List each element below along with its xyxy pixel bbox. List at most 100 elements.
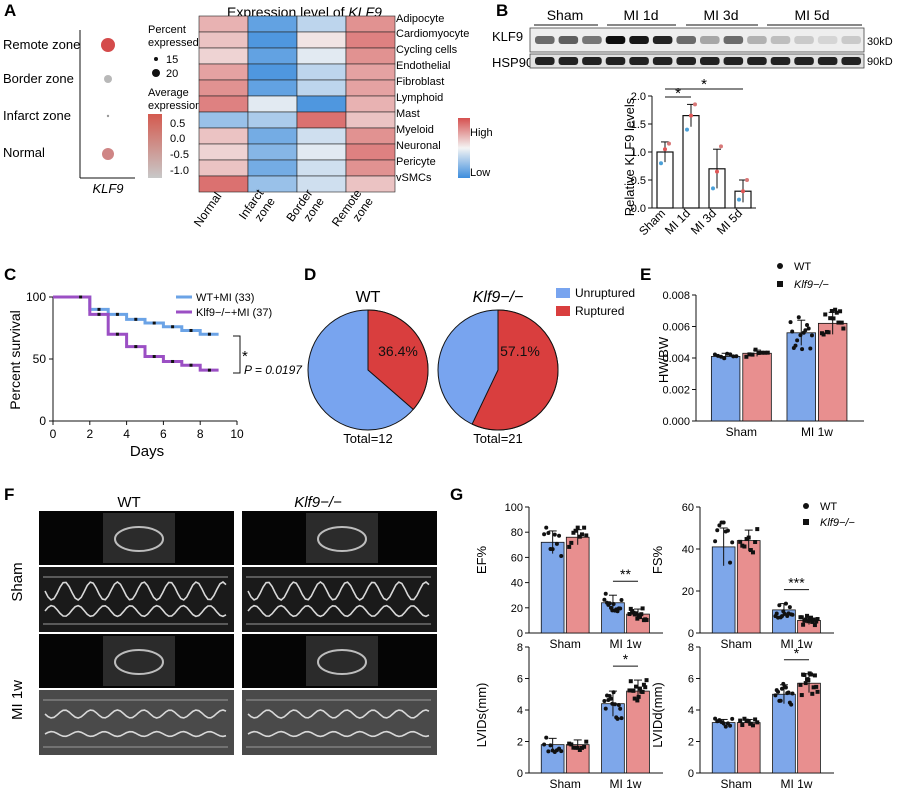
dot-remote-zone xyxy=(101,38,115,52)
bar-ko xyxy=(565,536,590,634)
blot-band-hsp90 xyxy=(605,57,626,65)
g-ylabel-fs: FS% xyxy=(650,545,665,574)
point-ko xyxy=(815,689,820,694)
point-wt xyxy=(618,606,623,611)
heat-legend-bar xyxy=(458,118,470,178)
point-wt xyxy=(731,354,736,359)
avg-tick-0: 0.5 xyxy=(170,118,185,130)
point-ko xyxy=(634,684,639,689)
pie-pct-ko: 57.1% xyxy=(500,343,540,359)
c-censor-mark xyxy=(115,332,119,336)
echo-bmode-ventricle xyxy=(114,649,164,675)
heatmap-cell xyxy=(345,159,396,177)
point-wt xyxy=(618,706,623,711)
point-ko xyxy=(802,672,807,677)
heat-row-label: Pericyte xyxy=(396,156,436,168)
point-ko xyxy=(759,350,764,355)
zone-label-border: Border zone xyxy=(3,71,74,86)
g-sig-star: * xyxy=(794,645,800,661)
blot-band-hsp90 xyxy=(582,57,602,65)
point-wt xyxy=(544,735,549,740)
point-ko xyxy=(635,698,640,703)
blot-group-label: MI 5d xyxy=(794,7,829,23)
ytick-label: 0.002 xyxy=(662,385,690,397)
heatmap-cell xyxy=(247,47,298,65)
point-ko xyxy=(643,685,648,690)
heatmap-cell xyxy=(247,63,298,81)
g-ylabel-ef: EF% xyxy=(474,545,489,574)
echo-bmode-image xyxy=(103,636,175,686)
xtick-label: Sham xyxy=(721,637,752,651)
echo-mmode-frame xyxy=(242,690,437,755)
echo-mmode-wall xyxy=(44,709,227,719)
point-ko xyxy=(628,606,633,611)
blot-band-hsp90 xyxy=(629,57,649,65)
b-point xyxy=(663,147,667,152)
point-ko xyxy=(584,739,589,744)
avg-tick-3: -1.0 xyxy=(170,165,189,177)
point-ko xyxy=(634,611,639,616)
point-wt xyxy=(790,691,795,696)
heatmap-cell xyxy=(296,143,347,161)
blot-group-label: MI 3d xyxy=(703,7,738,23)
g-subchart: 0 2 4 6 8 Sham MI 1w * xyxy=(517,642,663,791)
heatmap-cell xyxy=(296,95,347,113)
ytick-label: 2 xyxy=(688,737,694,749)
panel-a: A Remote zone Border zone Infarct zone N… xyxy=(3,1,493,230)
point-ko xyxy=(762,350,767,355)
ytick-label: 60 xyxy=(682,502,694,514)
ytick-label: 0 xyxy=(688,768,694,780)
heatmap-cell xyxy=(198,63,249,81)
g-legend-ko-marker xyxy=(803,519,809,525)
blot-band-hsp90 xyxy=(817,57,838,65)
heatmap-cell xyxy=(198,47,249,65)
pie-legend-unruptured: Unruptured xyxy=(575,286,635,300)
echo-mmode-wall xyxy=(44,581,227,601)
point-ko xyxy=(584,533,589,538)
b-ytick-label: 0.5 xyxy=(631,175,646,187)
point-ko xyxy=(828,316,833,321)
point-wt xyxy=(789,702,794,707)
ytick-label: 80 xyxy=(511,527,523,539)
point-wt xyxy=(612,702,617,707)
point-wt xyxy=(603,591,608,596)
point-ko xyxy=(637,615,642,620)
xtick-label: Sham xyxy=(726,425,757,439)
point-ko xyxy=(812,623,817,628)
c-ylabel: Percent survival xyxy=(7,310,23,410)
b-point xyxy=(659,161,663,166)
bar-wt xyxy=(711,722,736,774)
point-wt xyxy=(716,353,721,358)
pie-slice-ruptured xyxy=(367,309,429,411)
blot-klf9-strip xyxy=(529,27,865,53)
heatmap-cell xyxy=(198,127,249,145)
b-point xyxy=(737,197,741,202)
b-point xyxy=(693,102,697,107)
pie-total-wt: Total=12 xyxy=(343,431,393,446)
point-ko xyxy=(738,539,743,544)
point-ko xyxy=(569,540,574,545)
e-legend-ko-marker xyxy=(777,281,783,287)
point-ko xyxy=(631,688,636,693)
point-ko xyxy=(740,543,745,548)
c-censor-mark xyxy=(134,317,138,321)
b-xtick: MI 1d xyxy=(662,206,693,237)
heatmap xyxy=(198,15,396,193)
point-wt xyxy=(602,698,607,703)
panel-label-c: C xyxy=(4,265,16,284)
echo-mmode-wall xyxy=(247,709,430,719)
heatmap-cell xyxy=(198,111,249,129)
point-ko xyxy=(814,684,819,689)
point-wt xyxy=(786,690,791,695)
size-legend-dot-20 xyxy=(152,69,160,77)
point-ko xyxy=(808,615,813,620)
size-legend-label-15: 15 xyxy=(166,54,178,66)
bar-ko xyxy=(736,540,761,634)
chart-e: 0.000 0.002 0.004 0.006 0.008 Sham MI 1w xyxy=(662,290,864,439)
heat-col-label: Infarctzone xyxy=(236,186,278,230)
color-legend-title-1: Average xyxy=(148,87,189,99)
xtick-label: MI 1w xyxy=(609,637,641,651)
blot-band-klf9 xyxy=(817,36,838,44)
ytick-label: 100 xyxy=(505,502,523,514)
